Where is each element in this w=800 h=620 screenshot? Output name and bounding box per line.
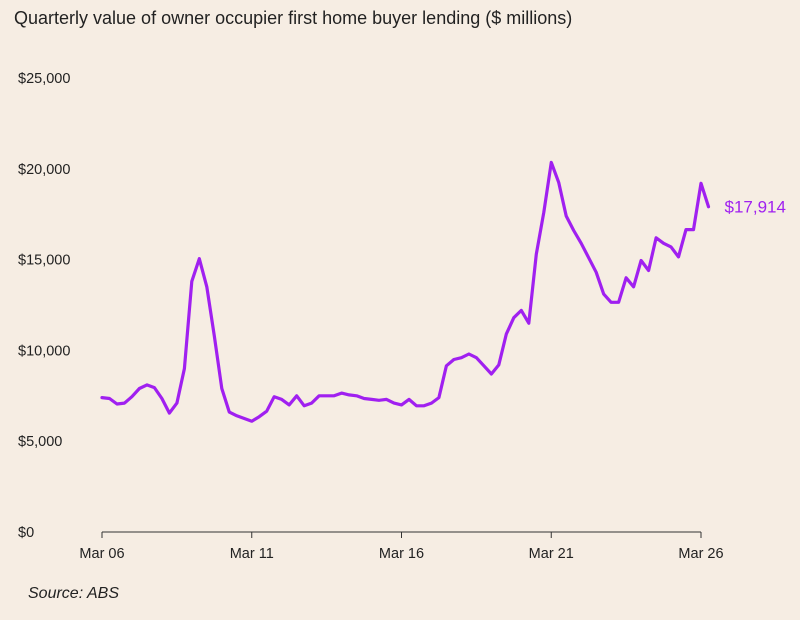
y-tick-label: $0	[18, 525, 34, 541]
series-line	[100, 160, 711, 423]
x-tick-label: Mar 06	[79, 546, 124, 562]
y-tick-label: $20,000	[18, 162, 70, 178]
y-tick-label: $10,000	[18, 343, 70, 359]
end-value-label: $17,914	[724, 198, 785, 217]
y-tick-label: $25,000	[18, 71, 70, 87]
x-tick-label: Mar 26	[678, 546, 723, 562]
x-tick-label: Mar 11	[230, 546, 274, 562]
y-tick-label: $15,000	[18, 253, 70, 269]
chart-title: Quarterly value of owner occupier first …	[14, 8, 573, 28]
y-tick-label: $5,000	[18, 434, 62, 450]
x-tick-label: Mar 16	[379, 546, 424, 562]
source-note: Source: ABS	[28, 585, 120, 602]
x-tick-label: Mar 21	[529, 546, 574, 562]
x-axis-ticks: Mar 06 Mar 11 Mar 16 Mar 21 Mar 26	[79, 532, 724, 562]
y-axis-tick-labels: $0 $5,000 $10,000 $15,000 $20,000 $25,000	[18, 71, 70, 541]
